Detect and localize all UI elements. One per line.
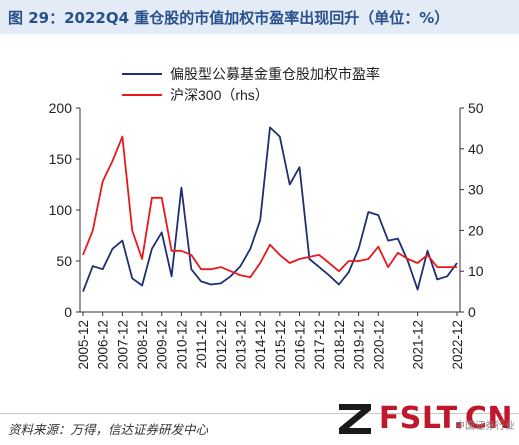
x-tick-label: 2009-12: [155, 320, 170, 370]
x-tick-label: 2006-12: [96, 320, 111, 370]
series-line-hs300: [82, 135, 457, 279]
legend-label-hs300: 沪深300（rhs）: [170, 87, 269, 103]
left-tick-label: 200: [49, 100, 73, 116]
x-tick-label: 2005-12: [76, 320, 91, 370]
left-tick-label: 50: [56, 253, 72, 269]
title-bar: 图 29：2022Q4 重仓股的市值加权市盈率出现回升（单位：%）: [0, 0, 519, 34]
watermark-text: FSLT.CN: [378, 400, 513, 436]
source-note: 资料来源：万得，信达证券研发中心: [8, 422, 209, 437]
chart-series: [82, 126, 458, 292]
left-tick-label: 150: [49, 151, 73, 167]
x-tick-label: 2007-12: [115, 320, 130, 370]
x-tick-label: 2013-12: [233, 320, 248, 370]
x-tick-label: 2015-12: [273, 320, 288, 370]
x-tick-label: 2020-12: [371, 320, 386, 370]
x-tick-label: 2008-12: [135, 320, 150, 370]
x-tick-label: 2022-12: [450, 320, 465, 370]
right-tick-label: 50: [468, 100, 484, 116]
right-tick-label: 30: [468, 182, 484, 198]
watermark: FSLT.CN: [335, 396, 513, 440]
chart-legend: 偏股型公募基金重仓股加权市盈率 沪深300（rhs）: [122, 66, 380, 103]
series-line-pe: [82, 126, 458, 292]
footer-divider: [0, 413, 519, 414]
right-tick-label: 0: [468, 304, 476, 320]
x-tick-label: 2011-12: [194, 320, 209, 369]
left-tick-label: 100: [49, 202, 73, 218]
pe-chart: 0 50 100 150 200 0 10 20 30 40 50 2005-12 2006-12 200…: [49, 66, 484, 370]
legend-label-pe: 偏股型公募基金重仓股加权市盈率: [170, 66, 380, 82]
right-tick-label: 20: [468, 222, 484, 238]
x-tick-label: 2012-12: [214, 320, 229, 370]
x-tick-label: 2014-12: [253, 320, 268, 370]
x-tick-label: 2019-12: [352, 320, 367, 370]
x-tick-label: 2021-12: [411, 320, 426, 370]
x-tick-label: 2017-12: [312, 320, 327, 370]
left-tick-label: 0: [64, 304, 72, 320]
chart-axes: 0 50 100 150 200 0 10 20 30 40 50 2005-12 2006-12 200…: [49, 100, 484, 370]
x-tick-label: 2010-12: [174, 320, 189, 370]
x-tick-label: 2016-12: [293, 320, 308, 370]
right-tick-label: 40: [468, 141, 484, 157]
x-tick-label: 2018-12: [332, 320, 347, 370]
right-tick-label: 10: [468, 263, 484, 279]
watermark-logo-icon: [338, 404, 371, 434]
figure-title: 图 29：2022Q4 重仓股的市值加权市盈率出现回升（单位：%）: [8, 9, 450, 27]
watermark-subtext: 中国证券行业: [455, 421, 515, 432]
